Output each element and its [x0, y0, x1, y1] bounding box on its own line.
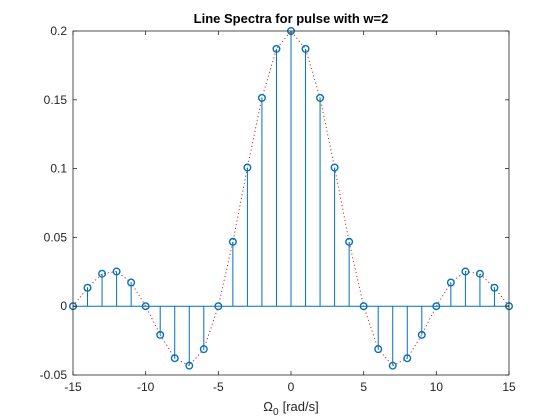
x-tick-label: 15: [502, 380, 516, 394]
stem-marker: [403, 354, 412, 363]
stem-marker: [388, 361, 397, 370]
x-axis-label-symbol: Ω: [263, 399, 273, 414]
stem-marker: [374, 345, 383, 354]
stem-marker: [199, 345, 208, 354]
stem-marker: [417, 330, 426, 339]
stem-marker: [112, 267, 121, 276]
y-tick-label: 0.2: [50, 24, 67, 38]
x-tick-label: 10: [430, 380, 444, 394]
y-tick-label: 0.15: [44, 93, 68, 107]
stem-marker: [432, 302, 441, 311]
x-axis-label: Ω0 [rad/s]: [263, 399, 318, 418]
stem-marker: [257, 93, 266, 102]
y-tick-label: 0: [60, 299, 67, 313]
y-tick-label: -0.05: [40, 368, 68, 382]
stem-marker: [83, 283, 92, 292]
stem-marker: [214, 302, 223, 311]
stem-marker: [243, 163, 252, 172]
stem-marker: [170, 354, 179, 363]
stem-marker: [272, 44, 281, 53]
stem-marker: [490, 283, 499, 292]
stem-marker: [141, 302, 150, 311]
stem-marker: [446, 278, 455, 287]
chart-title: Line Spectra for pulse with w=2: [194, 11, 389, 26]
axis-ticks: -15 -10 -5 0 5 10 15 -0.05 0 0.05 0.1 0.15 0.2: [40, 24, 516, 394]
stem-marker: [330, 163, 339, 172]
stem-marker: [127, 278, 136, 287]
stem-marker: [345, 237, 354, 246]
stem-marker: [475, 269, 484, 278]
x-tick-label: 5: [360, 380, 367, 394]
stem-marker: [228, 237, 237, 246]
x-axis-label-subscript: 0: [273, 407, 279, 418]
stem-marker: [359, 302, 368, 311]
stem-marker: [301, 44, 310, 53]
x-tick-label: -5: [213, 380, 224, 394]
stem-marker: [156, 330, 165, 339]
chart-marks: [68, 27, 514, 370]
stem-marker: [98, 269, 107, 278]
y-tick-label: 0.05: [44, 230, 68, 244]
x-tick-label: -10: [137, 380, 155, 394]
stem-marker: [461, 267, 470, 276]
stem-marker: [185, 361, 194, 370]
x-axis-label-unit: [rad/s]: [283, 399, 319, 414]
y-tick-label: 0.1: [50, 162, 67, 176]
x-tick-label: -15: [64, 380, 82, 394]
stem-marker: [316, 93, 325, 102]
x-tick-label: 0: [288, 380, 295, 394]
